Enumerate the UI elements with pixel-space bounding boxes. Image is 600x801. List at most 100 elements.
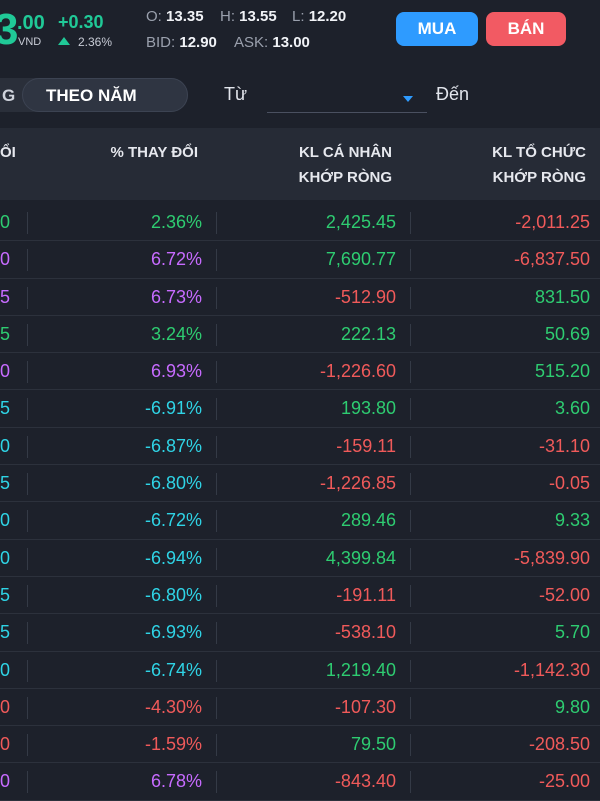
table-row[interactable]: 0 -4.30% -107.30 9.80: [0, 689, 600, 727]
cell-institution-net: -5,839.90: [513, 547, 590, 568]
cell-truncated: 0: [0, 734, 11, 755]
cell-institution-net: -25.00: [538, 771, 590, 792]
bid-price: BID: 12.90: [146, 34, 217, 51]
price-change: +0.30: [58, 12, 104, 32]
cell-truncated: 5: [0, 473, 11, 494]
cell-individual-net: 289.46: [340, 510, 396, 531]
high-price: H: 13.55: [220, 8, 277, 25]
column-header-pct-change[interactable]: % THAY ĐỔI: [110, 144, 198, 161]
cell-pct-change: -6.87%: [144, 435, 202, 456]
cell-individual-net: -1,226.60: [319, 361, 396, 382]
low-price: L: 12.20: [292, 8, 347, 25]
cell-individual-net: 222.13: [340, 323, 396, 344]
currency-label: VND: [18, 36, 42, 48]
from-dropdown[interactable]: [267, 82, 427, 113]
cell-pct-change: -6.93%: [144, 622, 202, 643]
cell-institution-net: 831.50: [534, 286, 590, 307]
quote-bar: 3 .00 VND +0.30 2.36% O: 13.35 H: 13.55 …: [0, 0, 600, 66]
to-label: Đến: [436, 84, 470, 104]
cell-institution-net: 3.60: [554, 398, 590, 419]
cell-pct-change: -6.91%: [144, 398, 202, 419]
cell-pct-change: 3.24%: [150, 323, 202, 344]
cell-pct-change: 6.78%: [150, 771, 202, 792]
table-row[interactable]: 5 -6.93% -538.10 5.70: [0, 614, 600, 652]
cell-truncated: 0: [0, 361, 11, 382]
cell-pct-change: -6.72%: [144, 510, 202, 531]
cell-pct-change: 6.72%: [150, 249, 202, 270]
cell-pct-change: 2.36%: [150, 212, 202, 232]
sell-button[interactable]: BÁN: [486, 12, 566, 46]
cell-institution-net: -0.05: [548, 473, 590, 494]
table-row[interactable]: 0 -6.74% 1,219.40 -1,142.30: [0, 652, 600, 689]
cell-individual-net: -843.40: [334, 771, 396, 792]
cell-institution-net: -2,011.25: [515, 212, 590, 232]
cell-individual-net: 4,399.84: [325, 547, 396, 568]
cell-individual-net: 7,690.77: [325, 249, 396, 270]
cell-truncated: 5: [0, 398, 11, 419]
from-label: Từ: [224, 84, 248, 104]
cell-pct-change: -4.30%: [144, 696, 202, 717]
up-arrow-icon: [58, 37, 70, 45]
column-header-institution-net[interactable]: KL TỔ CHỨC KHỚP RÒNG: [492, 144, 586, 186]
table-row[interactable]: 5 3.24% 222.13 50.69: [0, 316, 600, 354]
cell-institution-net: -52.00: [538, 584, 590, 605]
table-row[interactable]: 0 -6.94% 4,399.84 -5,839.90: [0, 540, 600, 577]
tab-by-year[interactable]: THEO NĂM: [22, 78, 188, 112]
cell-truncated: 0: [0, 510, 11, 531]
cell-institution-net: 9.33: [554, 510, 590, 531]
cell-pct-change: 6.93%: [150, 361, 202, 382]
cell-truncated: 5: [0, 584, 11, 605]
cell-institution-net: 50.69: [544, 323, 590, 344]
ask-price: ASK: 13.00: [234, 34, 310, 51]
cell-truncated: 0: [0, 771, 11, 792]
table-row[interactable]: 0 6.93% -1,226.60 515.20: [0, 353, 600, 391]
cell-individual-net: 193.80: [340, 398, 396, 419]
table-body: 0 2.36% 2,425.45 -2,011.25 0 6.72% 7,690…: [0, 204, 600, 801]
cell-truncated: 0: [0, 249, 11, 270]
table-row[interactable]: 0 2.36% 2,425.45 -2,011.25: [0, 204, 600, 242]
cell-institution-net: 9.80: [554, 696, 590, 717]
cell-individual-net: 79.50: [350, 734, 396, 755]
tab-by-year-label: THEO NĂM: [46, 86, 137, 105]
cell-pct-change: -6.80%: [144, 473, 202, 494]
cell-truncated: 0: [0, 696, 11, 717]
cell-individual-net: -191.11: [336, 584, 396, 605]
cell-pct-change: 6.73%: [150, 286, 202, 307]
table-row[interactable]: 0 -1.59% 79.50 -208.50: [0, 726, 600, 764]
cell-pct-change: -6.74%: [144, 659, 202, 680]
table-row[interactable]: 0 -6.87% -159.11 -31.10: [0, 428, 600, 466]
table-row[interactable]: 5 -6.91% 193.80 3.60: [0, 390, 600, 428]
column-header-individual-net[interactable]: KL CÁ NHÂN KHỚP RÒNG: [298, 144, 392, 186]
table-row[interactable]: 0 6.72% 7,690.77 -6,837.50: [0, 241, 600, 279]
table-row[interactable]: 0 6.78% -843.40 -25.00: [0, 763, 600, 801]
table-row[interactable]: 5 -6.80% -191.11 -52.00: [0, 577, 600, 615]
last-price-integer: 3: [0, 5, 19, 54]
open-price: O: 13.35: [146, 8, 204, 25]
tab-period-other[interactable]: G: [2, 86, 16, 105]
cell-truncated: 0: [0, 435, 11, 456]
cell-individual-net: 1,219.40: [325, 659, 396, 680]
cell-pct-change: -1.59%: [144, 734, 202, 755]
period-filter-bar: G THEO NĂM Từ Đến: [0, 66, 600, 128]
cell-pct-change: -6.94%: [144, 547, 202, 568]
buy-button[interactable]: MUA: [396, 12, 478, 46]
cell-individual-net: 2,425.45: [325, 212, 396, 232]
cell-pct-change: -6.80%: [144, 584, 202, 605]
last-price-decimal: .00: [17, 12, 45, 34]
cell-truncated: 5: [0, 323, 11, 344]
column-header-truncated: ỔI: [0, 144, 16, 161]
cell-institution-net: -31.10: [538, 435, 590, 456]
cell-truncated: 0: [0, 547, 11, 568]
price-change-pct: 2.36%: [58, 35, 112, 49]
cell-truncated: 0: [0, 659, 11, 680]
period-tab-group: G THEO NĂM: [0, 78, 188, 112]
cell-institution-net: -6,837.50: [513, 249, 590, 270]
table-row[interactable]: 0 -6.72% 289.46 9.33: [0, 502, 600, 540]
cell-individual-net: -1,226.85: [319, 473, 396, 494]
cell-institution-net: -1,142.30: [513, 659, 590, 680]
cell-institution-net: 515.20: [534, 361, 590, 382]
chevron-down-icon[interactable]: [403, 96, 413, 102]
cell-truncated: 5: [0, 286, 11, 307]
table-row[interactable]: 5 6.73% -512.90 831.50: [0, 279, 600, 316]
table-row[interactable]: 5 -6.80% -1,226.85 -0.05: [0, 465, 600, 503]
